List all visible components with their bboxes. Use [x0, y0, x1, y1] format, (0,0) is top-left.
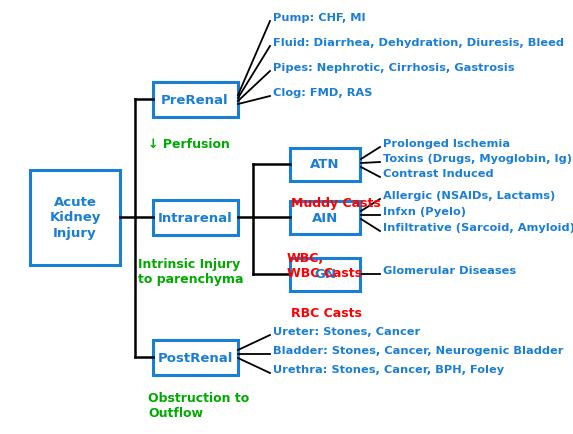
- Text: PostRenal: PostRenal: [158, 351, 233, 364]
- Text: Intrarenal: Intrarenal: [158, 211, 233, 224]
- Text: Pipes: Nephrotic, Cirrhosis, Gastrosis: Pipes: Nephrotic, Cirrhosis, Gastrosis: [273, 63, 515, 73]
- Text: Obstruction to
Outflow: Obstruction to Outflow: [148, 391, 249, 419]
- Text: PreRenal: PreRenal: [161, 93, 229, 106]
- Text: ATN: ATN: [310, 158, 340, 171]
- FancyBboxPatch shape: [152, 82, 237, 117]
- Text: Fluid: Diarrhea, Dehydration, Diuresis, Bleed: Fluid: Diarrhea, Dehydration, Diuresis, …: [273, 38, 564, 48]
- Text: RBC Casts: RBC Casts: [291, 306, 362, 319]
- Text: AIN: AIN: [312, 211, 338, 224]
- FancyBboxPatch shape: [152, 200, 237, 235]
- FancyBboxPatch shape: [290, 148, 360, 181]
- FancyBboxPatch shape: [152, 340, 237, 375]
- FancyBboxPatch shape: [30, 170, 120, 265]
- FancyBboxPatch shape: [290, 258, 360, 291]
- Text: Clog: FMD, RAS: Clog: FMD, RAS: [273, 88, 372, 98]
- Text: Pump: CHF, MI: Pump: CHF, MI: [273, 13, 366, 23]
- Text: Toxins (Drugs, Myoglobin, Ig): Toxins (Drugs, Myoglobin, Ig): [383, 154, 572, 164]
- Text: Ureter: Stones, Cancer: Ureter: Stones, Cancer: [273, 326, 420, 336]
- Text: Infiltrative (Sarcoid, Amyloid): Infiltrative (Sarcoid, Amyloid): [383, 223, 573, 233]
- Text: Glomerular Diseases: Glomerular Diseases: [383, 265, 516, 275]
- Text: Muddy Casts: Muddy Casts: [291, 197, 380, 210]
- Text: ↓ Perfusion: ↓ Perfusion: [148, 138, 230, 151]
- Text: Acute
Kidney
Injury: Acute Kidney Injury: [49, 196, 101, 239]
- FancyBboxPatch shape: [290, 201, 360, 234]
- Text: Infxn (Pyelo): Infxn (Pyelo): [383, 207, 466, 217]
- Text: Allergic (NSAIDs, Lactams): Allergic (NSAIDs, Lactams): [383, 191, 555, 201]
- Text: Bladder: Stones, Cancer, Neurogenic Bladder: Bladder: Stones, Cancer, Neurogenic Blad…: [273, 345, 563, 355]
- Text: Contrast Induced: Contrast Induced: [383, 169, 493, 178]
- Text: Urethra: Stones, Cancer, BPH, Foley: Urethra: Stones, Cancer, BPH, Foley: [273, 364, 504, 374]
- Text: Intrinsic Injury
to parenchyma: Intrinsic Injury to parenchyma: [138, 257, 244, 285]
- Text: WBC,
WBC Casts: WBC, WBC Casts: [287, 251, 362, 279]
- Text: GN: GN: [314, 268, 336, 281]
- Text: Prolonged Ischemia: Prolonged Ischemia: [383, 139, 510, 149]
